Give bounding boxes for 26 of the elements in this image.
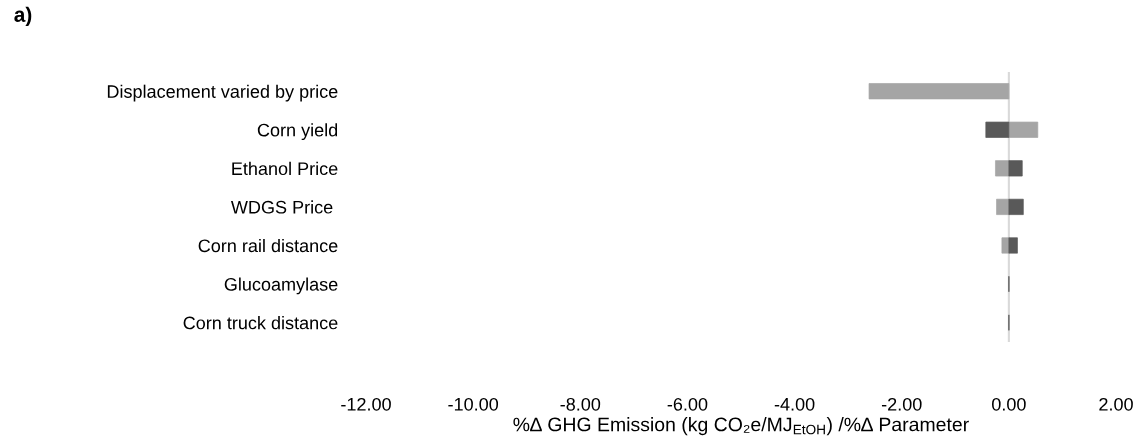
x-axis-title: %∆ GHG Emission (kg CO₂e/MJ$_{EtOH}$) /%∆ Parameter — [513, 417, 969, 436]
bar — [1008, 198, 1024, 215]
bar — [1001, 237, 1010, 254]
bar — [1008, 237, 1018, 254]
text: a) — [14, 6, 32, 27]
y-tick-label: WDGS Price — [230, 200, 333, 214]
bar — [996, 198, 1010, 215]
y-tick-label: Displacement varied by price — [107, 84, 338, 102]
x-tick-label: 0.00 — [991, 397, 1026, 411]
y-tick-label: Corn yield — [257, 123, 338, 141]
bar — [995, 160, 1010, 177]
bar — [1008, 160, 1023, 177]
x-tick-label: -8.00 — [560, 397, 601, 411]
y-tick-label: Glucoamylase — [224, 277, 338, 295]
y-tick-label: Corn rail distance — [198, 238, 338, 253]
y-tick-label: Ethanol Price — [232, 161, 338, 176]
x-tick-label: -2.00 — [881, 397, 922, 411]
x-tick-label: -6.00 — [667, 397, 708, 411]
x-tick-label: -12.00 — [341, 397, 391, 411]
bar — [868, 83, 1010, 100]
bar — [985, 121, 1010, 138]
y-tick-label: Corn truck distance — [183, 316, 338, 330]
x-tick-label: -4.00 — [774, 397, 815, 411]
x-tick-label: 2.00 — [1099, 397, 1133, 411]
x-tick-label: -10.00 — [448, 397, 499, 411]
bar — [1008, 121, 1039, 138]
